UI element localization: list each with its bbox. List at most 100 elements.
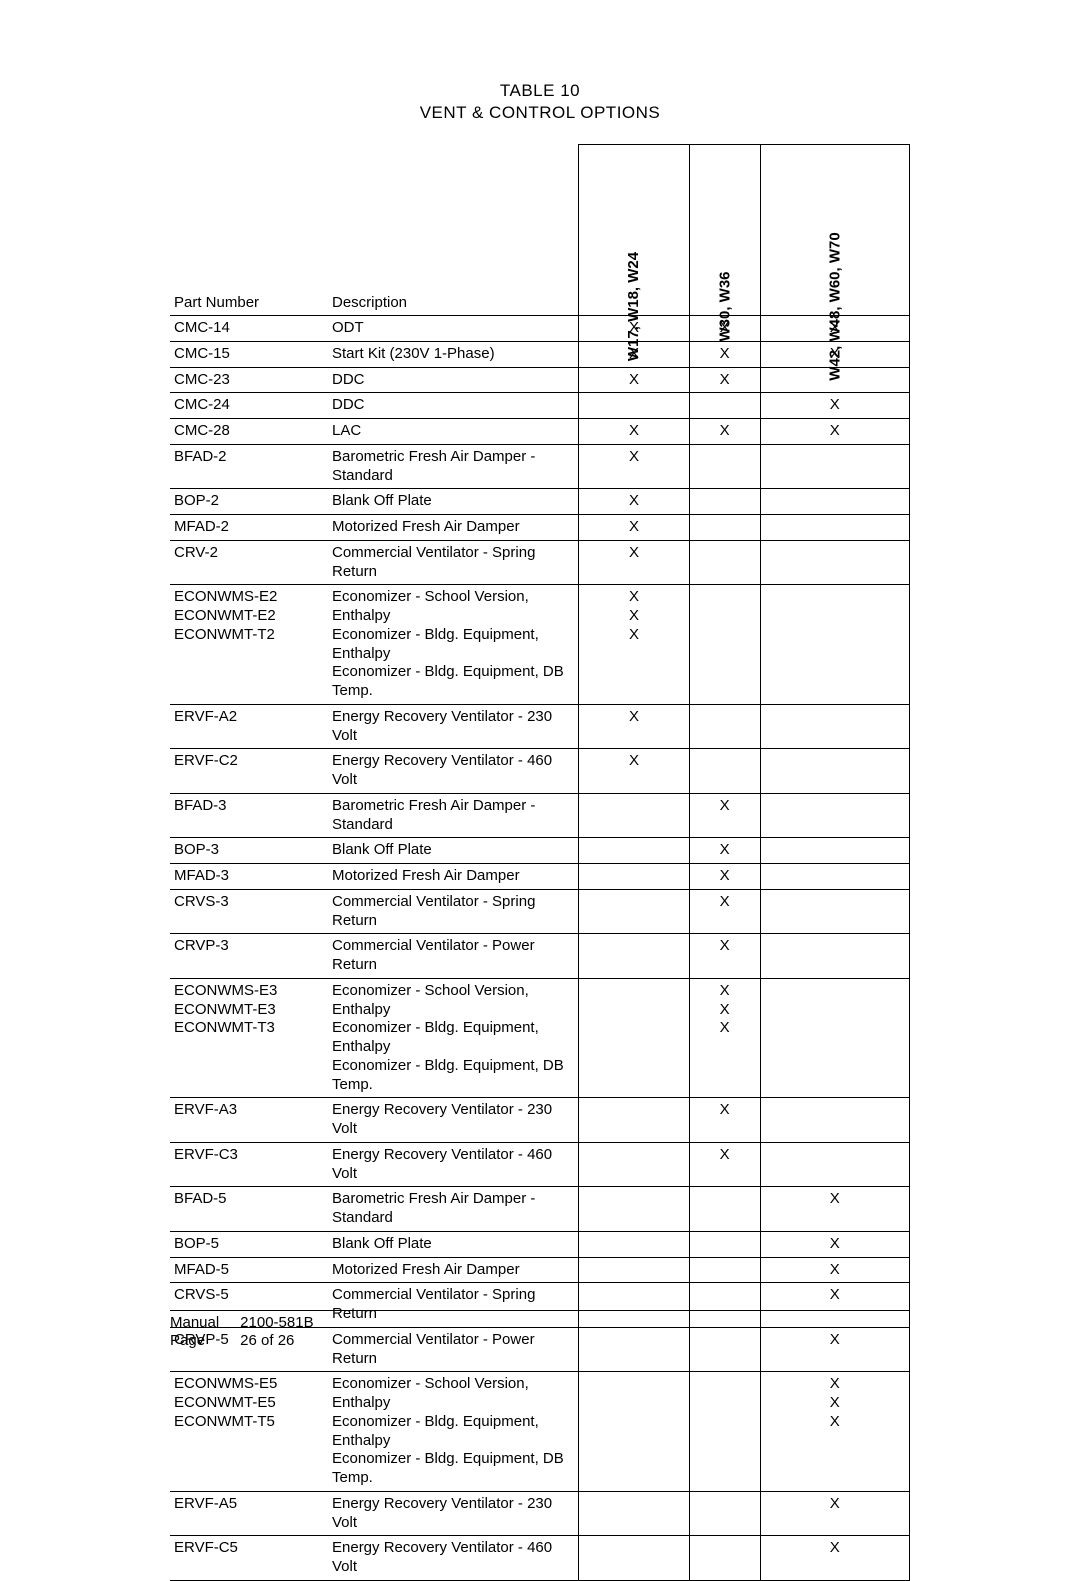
cell-mark bbox=[689, 393, 760, 419]
cell-mark bbox=[760, 889, 909, 934]
table-row: BFAD-5Barometric Fresh Air Damper - Stan… bbox=[170, 1187, 910, 1232]
cell-part-number: MFAD-2 bbox=[170, 515, 328, 541]
cell-mark: X bbox=[689, 367, 760, 393]
cell-mark: X bbox=[760, 1187, 909, 1232]
cell-part-number: BFAD-3 bbox=[170, 793, 328, 838]
footer-page-label: Page bbox=[170, 1332, 236, 1351]
cell-mark bbox=[760, 934, 909, 979]
footer-manual-value: 2100-581B bbox=[240, 1314, 313, 1331]
cell-mark bbox=[579, 978, 689, 1098]
page-footer: Manual 2100-581B Page 26 of 26 bbox=[170, 1314, 314, 1352]
cell-part-number: ERVF-C5 bbox=[170, 1536, 328, 1581]
cell-mark: X bbox=[579, 704, 689, 749]
options-table: Part Number Description W17, W18, W24 W3… bbox=[170, 144, 910, 1581]
cell-mark: X bbox=[579, 419, 689, 445]
table-row: ERVF-C3Energy Recovery Ventilator - 460 … bbox=[170, 1142, 910, 1187]
cell-description: Barometric Fresh Air Damper - Standard bbox=[328, 793, 579, 838]
cell-mark bbox=[579, 1257, 689, 1283]
cell-mark bbox=[689, 1536, 760, 1581]
cell-mark: X bbox=[689, 419, 760, 445]
cell-mark: X bbox=[689, 341, 760, 367]
cell-description: Energy Recovery Ventilator - 230 Volt bbox=[328, 1491, 579, 1536]
cell-part-number: BFAD-5 bbox=[170, 1187, 328, 1232]
cell-mark bbox=[579, 889, 689, 934]
table-row: CMC-24DDC X bbox=[170, 393, 910, 419]
table-row: MFAD-3Motorized Fresh Air DamperX bbox=[170, 864, 910, 890]
table-row: ECONWMS-E5ECONWMT-E5ECONWMT-T5Economizer… bbox=[170, 1372, 910, 1492]
cell-description: Barometric Fresh Air Damper - Standard bbox=[328, 1187, 579, 1232]
title-line-1: TABLE 10 bbox=[500, 81, 580, 100]
cell-description: Commercial Ventilator - Spring Return bbox=[328, 540, 579, 585]
table-row: BOP-3Blank Off Plate X bbox=[170, 838, 910, 864]
cell-mark bbox=[689, 540, 760, 585]
cell-mark bbox=[579, 1372, 689, 1492]
cell-mark bbox=[760, 749, 909, 794]
cell-mark bbox=[579, 1283, 689, 1328]
cell-mark bbox=[760, 444, 909, 489]
cell-mark bbox=[689, 1491, 760, 1536]
title-line-2: VENT & CONTROL OPTIONS bbox=[420, 103, 661, 122]
cell-mark: X bbox=[760, 419, 909, 445]
cell-mark bbox=[760, 704, 909, 749]
header-part-number: Part Number bbox=[170, 145, 328, 316]
header-col-2-label: W42, W48, W60, W70 bbox=[826, 233, 843, 381]
table-row: BFAD-2Barometric Fresh Air Damper - Stan… bbox=[170, 444, 910, 489]
cell-mark: X bbox=[689, 934, 760, 979]
cell-part-number: ECONWMS-E2ECONWMT-E2ECONWMT-T2 bbox=[170, 585, 328, 705]
table-row: CRV-2Commercial Ventilator - Spring Retu… bbox=[170, 540, 910, 585]
header-col-2: W42, W48, W60, W70 bbox=[760, 145, 909, 316]
cell-mark bbox=[689, 1231, 760, 1257]
cell-mark bbox=[689, 444, 760, 489]
table-row: ERVF-C2Energy Recovery Ventilator - 460 … bbox=[170, 749, 910, 794]
cell-description: Energy Recovery Ventilator - 460 Volt bbox=[328, 749, 579, 794]
cell-part-number: BOP-5 bbox=[170, 1231, 328, 1257]
cell-description: Energy Recovery Ventilator - 230 Volt bbox=[328, 704, 579, 749]
cell-part-number: BOP-3 bbox=[170, 838, 328, 864]
cell-description: LAC bbox=[328, 419, 579, 445]
cell-part-number: ERVF-A3 bbox=[170, 1098, 328, 1143]
cell-description: Motorized Fresh Air Damper bbox=[328, 1257, 579, 1283]
cell-mark bbox=[579, 793, 689, 838]
cell-part-number: CMC-14 bbox=[170, 316, 328, 342]
header-description: Description bbox=[328, 145, 579, 316]
cell-mark: X bbox=[760, 1491, 909, 1536]
cell-mark: X bbox=[760, 393, 909, 419]
cell-description: Energy Recovery Ventilator - 460 Volt bbox=[328, 1536, 579, 1581]
page: TABLE 10 VENT & CONTROL OPTIONS Part Num… bbox=[0, 0, 1080, 1397]
cell-mark bbox=[689, 1372, 760, 1492]
table-row: CRVP-3Commercial Ventilator - Power Retu… bbox=[170, 934, 910, 979]
cell-mark bbox=[579, 934, 689, 979]
cell-mark bbox=[760, 515, 909, 541]
table-row: ERVF-A2Energy Recovery Ventilator - 230 … bbox=[170, 704, 910, 749]
table-row: MFAD-2Motorized Fresh Air DamperX bbox=[170, 515, 910, 541]
footer-page-value: 26 of 26 bbox=[240, 1332, 294, 1349]
cell-part-number: BOP-2 bbox=[170, 489, 328, 515]
cell-description: Commercial Ventilator - Power Return bbox=[328, 934, 579, 979]
cell-mark bbox=[760, 978, 909, 1098]
cell-mark: X bbox=[689, 1142, 760, 1187]
table-row: CMC-15Start Kit (230V 1-Phase)XXX bbox=[170, 341, 910, 367]
cell-description: Economizer - School Version, EnthalpyEco… bbox=[328, 978, 579, 1098]
cell-description: DDC bbox=[328, 393, 579, 419]
cell-mark: X bbox=[689, 1098, 760, 1143]
cell-mark bbox=[579, 1187, 689, 1232]
cell-description: ODT bbox=[328, 316, 579, 342]
cell-mark: X bbox=[579, 515, 689, 541]
cell-mark bbox=[760, 1098, 909, 1143]
footer-manual-label: Manual bbox=[170, 1314, 236, 1333]
cell-part-number: ERVF-A2 bbox=[170, 704, 328, 749]
table-row: CMC-23DDCXX bbox=[170, 367, 910, 393]
cell-description: Start Kit (230V 1-Phase) bbox=[328, 341, 579, 367]
cell-mark bbox=[579, 1491, 689, 1536]
cell-part-number: CMC-24 bbox=[170, 393, 328, 419]
table-row: BOP-5Blank Off PlateX bbox=[170, 1231, 910, 1257]
cell-part-number: ECONWMS-E5ECONWMT-E5ECONWMT-T5 bbox=[170, 1372, 328, 1492]
cell-description: Blank Off Plate bbox=[328, 1231, 579, 1257]
cell-mark: X bbox=[689, 838, 760, 864]
cell-description: Blank Off Plate bbox=[328, 838, 579, 864]
cell-part-number: CMC-28 bbox=[170, 419, 328, 445]
table-body: CMC-14ODTXXXCMC-15Start Kit (230V 1-Phas… bbox=[170, 316, 910, 1581]
header-col-1: W30, W36 bbox=[689, 145, 760, 316]
table-row: BOP-2Blank Off PlateX bbox=[170, 489, 910, 515]
header-col-1-label: W30, W36 bbox=[716, 272, 733, 342]
